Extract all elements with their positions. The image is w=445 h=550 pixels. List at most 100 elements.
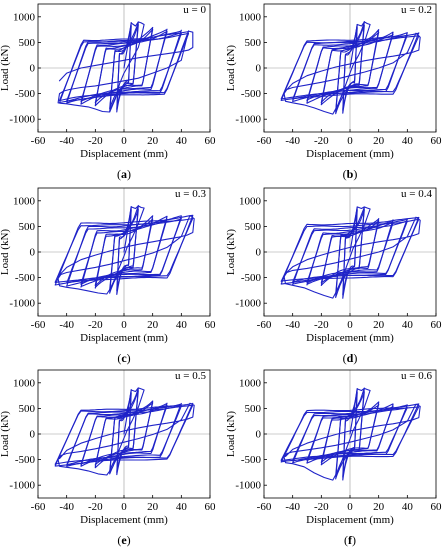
x-tick-label: 60 [431,501,443,513]
y-axis-label: Load (kN) [0,45,11,91]
hysteresis-loop [320,220,380,284]
hysteresis-loop [280,406,420,462]
x-tick-label: -20 [88,319,103,331]
y-tick-label: 1000 [239,377,262,389]
x-axis-label: Displacement (mm) [306,514,394,526]
x-tick-label: 20 [147,135,159,147]
x-tick-label: -20 [314,135,329,147]
x-tick-label: -60 [31,319,46,331]
hysteresis-loop [335,24,365,112]
y-tick-label: 500 [245,37,262,49]
hysteresis-loop [306,31,394,104]
x-tick-label: -40 [59,501,74,513]
y-tick-label: 0 [256,247,262,259]
x-tick-label: 40 [402,135,414,147]
x-axis-label: Displacement (mm) [80,332,168,344]
x-tick-label: -20 [88,501,103,513]
panel-parameter-label: u = 0.4 [401,188,432,200]
y-axis-label: Load (kN) [0,229,11,275]
y-tick-label: -1000 [235,114,261,126]
hysteresis-curves [280,20,421,115]
x-tick-label: -60 [31,501,46,513]
panel-f: -60 -40 -20 0 20 40 60 -1000 -500 0 500 1000 Displac… [225,369,443,547]
hysteresis-curves [54,387,195,476]
y-tick-label: -500 [241,88,262,100]
panel-parameter-label: u = 0.2 [401,4,432,16]
x-tick-label: -40 [59,319,74,331]
x-tick-label: -40 [285,319,300,331]
y-tick-label: 500 [19,37,36,49]
x-axis-label: Displacement (mm) [306,332,394,344]
hysteresis-loop [80,218,168,285]
hysteresis-curves [280,387,421,481]
y-tick-label: 1000 [13,195,36,207]
x-tick-label: 60 [205,501,217,513]
y-tick-label: -1000 [9,114,35,126]
y-tick-label: 500 [19,221,36,233]
hysteresis-curves [57,21,194,113]
x-axis-label: Displacement (mm) [306,148,394,160]
panel-caption: (b) [343,167,358,181]
panel-d: -60 -40 -20 0 20 40 60 -1000 -500 0 500 1000 Displac… [225,187,442,365]
hysteresis-loop [58,32,190,102]
x-tick-label: 20 [147,319,159,331]
x-tick-label: -60 [257,501,272,513]
y-tick-label: 1000 [13,377,36,389]
x-tick-label: 0 [121,319,127,331]
hysteresis-loop [80,30,168,103]
y-tick-label: -500 [241,272,262,284]
x-tick-label: 40 [176,319,188,331]
panel-e: -60 -40 -20 0 20 40 60 -1000 -500 0 500 1000 Displac… [0,369,217,547]
x-axis-label: Displacement (mm) [80,148,168,160]
y-tick-label: -1000 [9,298,35,310]
y-axis-label: Load (kN) [225,229,237,275]
x-tick-label: 20 [373,319,385,331]
y-tick-label: -1000 [235,298,261,310]
x-tick-label: 20 [373,501,385,513]
x-tick-label: 60 [205,135,217,147]
hysteresis-curves [54,204,195,295]
y-tick-label: 1000 [13,11,36,23]
hysteresis-path [57,21,194,113]
y-tick-label: 500 [245,403,262,415]
y-tick-label: 500 [245,221,262,233]
hysteresis-loop [306,405,394,462]
x-tick-label: 40 [402,501,414,513]
panel-caption: (e) [117,533,130,547]
hysteresis-curves [280,206,421,299]
x-tick-label: -40 [59,135,74,147]
hysteresis-loop [54,402,194,467]
y-tick-label: -1000 [235,480,261,492]
y-axis-label: Load (kN) [225,411,237,457]
y-tick-label: -500 [15,272,36,284]
y-tick-label: 0 [30,247,36,259]
hysteresis-loop [292,404,408,464]
x-tick-label: 40 [176,501,188,513]
x-tick-label: 40 [176,135,188,147]
hysteresis-path [283,387,421,481]
hysteresis-loop [280,32,420,102]
x-tick-label: -40 [285,501,300,513]
x-tick-label: 0 [121,135,127,147]
x-tick-label: -20 [314,501,329,513]
panel-caption: (c) [117,351,130,365]
x-tick-label: 0 [347,319,353,331]
x-tick-label: 0 [121,501,127,513]
y-axis-label: Load (kN) [0,411,11,457]
x-tick-label: -20 [88,135,103,147]
y-tick-label: -500 [241,454,262,466]
x-tick-label: -40 [285,135,300,147]
y-tick-label: -1000 [9,480,35,492]
hysteresis-loop [94,218,154,287]
y-tick-label: -500 [15,454,36,466]
x-tick-label: -60 [257,319,272,331]
hysteresis-loop [280,216,420,285]
hysteresis-loop [66,32,182,102]
panel-caption: (d) [343,351,358,365]
hysteresis-path [57,205,195,295]
y-tick-label: 0 [256,429,262,441]
hysteresis-path [57,387,195,476]
panel-caption: (a) [117,167,131,181]
y-tick-label: 0 [256,63,262,75]
